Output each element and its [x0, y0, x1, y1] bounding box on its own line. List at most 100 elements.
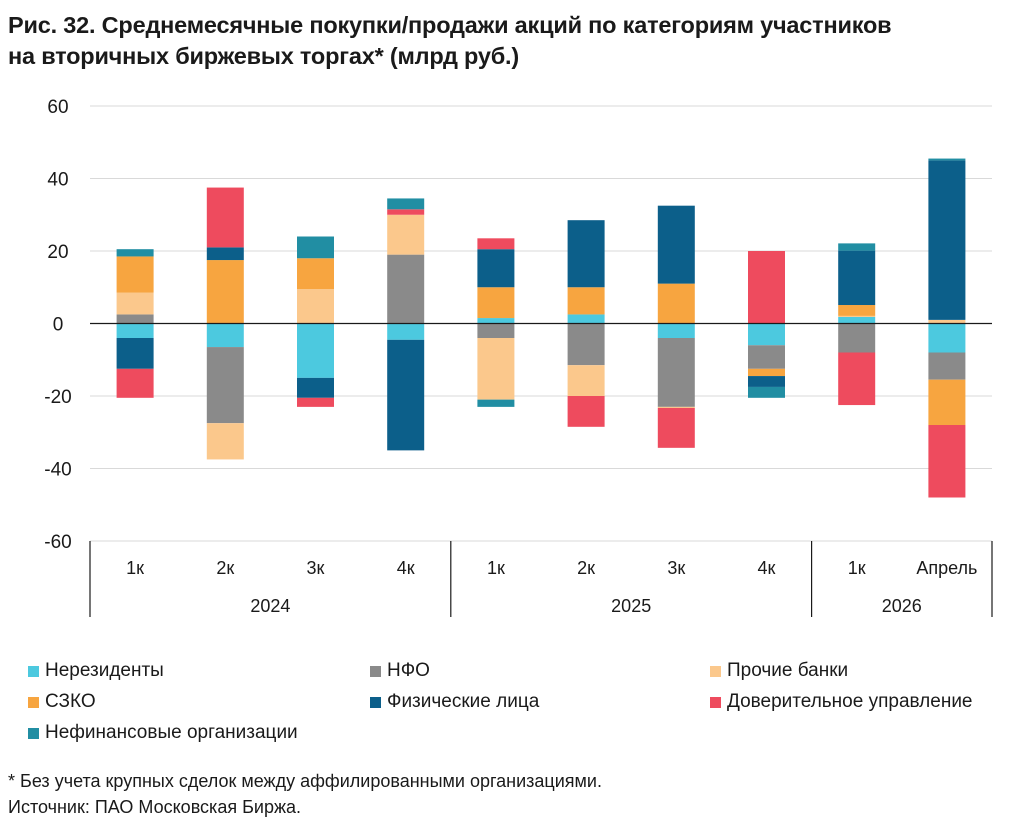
legend-label: СЗКО [45, 691, 96, 712]
bar-segment [748, 368, 785, 377]
bar-segment [657, 338, 695, 407]
bar-segment [928, 352, 966, 380]
x-group-label: 2025 [611, 596, 651, 616]
legend-item: Нефинансовые организации [28, 722, 298, 744]
legend-label: Прочие банки [727, 660, 849, 681]
bar-segment [297, 323, 334, 378]
footnote-note: * Без учета крупных сделок между аффилир… [8, 771, 602, 791]
legend-label: НФО [387, 660, 430, 681]
bar-segment [387, 198, 425, 210]
bar-segment [297, 397, 334, 407]
bar-segment [116, 314, 154, 324]
x-tick-label: 1к [848, 558, 866, 578]
x-tick-label: 1к [487, 558, 505, 578]
bar-segment [116, 368, 154, 398]
x-tick-label: 2к [577, 558, 595, 578]
bar-segment [928, 160, 966, 320]
bar-segment [387, 254, 425, 324]
y-tick-label: 40 [47, 170, 68, 191]
x-tick-label: 4к [758, 558, 776, 578]
bar-segment [838, 352, 876, 406]
bar-segment [657, 323, 695, 338]
bar-segment [928, 323, 966, 353]
x-tick-label: 2к [216, 558, 234, 578]
bar-segment [748, 345, 785, 369]
y-tick-label: -40 [44, 460, 71, 481]
bar-segment [387, 323, 425, 340]
bar-segment [928, 425, 966, 498]
chart-title: Рис. 32. Среднемесячные покупки/продажи … [8, 10, 1018, 72]
bar-segment [748, 386, 785, 398]
bar-segment [657, 283, 695, 324]
bar-segment [116, 338, 154, 369]
bar-segment [838, 250, 876, 306]
bar-segment [477, 318, 515, 324]
legend-label: Нерезиденты [45, 660, 164, 681]
x-group-label: 2026 [882, 596, 922, 616]
bar-segment [567, 365, 605, 396]
bar-segment [748, 251, 785, 324]
bar-segment [206, 423, 244, 460]
bar-segment [567, 220, 605, 288]
legend-swatch [370, 665, 381, 677]
bar-segment [297, 236, 334, 259]
bar-segment [928, 158, 966, 161]
x-tick-label: Апрель [916, 558, 977, 578]
bar-segment [387, 339, 425, 451]
title-line-1: Рис. 32. Среднемесячные покупки/продажи … [8, 12, 892, 38]
bar-segment [838, 243, 876, 251]
bar-segment [838, 323, 876, 353]
bar-segment [928, 379, 966, 425]
y-tick-label: -60 [44, 532, 71, 553]
y-tick-label: 20 [47, 242, 68, 263]
legend-item: Прочие банки [710, 660, 848, 682]
bar-segment [387, 214, 425, 255]
legend-swatch [28, 665, 39, 677]
bar-segment [748, 323, 785, 346]
bar-segment [116, 249, 154, 257]
bar-segment [657, 407, 695, 448]
bar-segment [206, 247, 244, 261]
x-tick-label: 3к [667, 558, 685, 578]
bar-segment [477, 399, 515, 407]
legend-item: НФО [370, 660, 430, 682]
bar-segment [477, 323, 515, 338]
bar-segment [477, 238, 515, 250]
bar-segment [116, 256, 154, 293]
bar-segment [477, 249, 515, 288]
bar-segment [567, 287, 605, 315]
stacked-bar-chart: 60 40 20 0 -20 -40 -60 1к 2к 3к 4к 1к 2к 3к 4к 1к Апрель… [44, 97, 993, 617]
legend-swatch [710, 665, 721, 677]
legend-swatch [710, 696, 721, 708]
bar-segment [206, 323, 244, 348]
x-tick-label: 3к [307, 558, 325, 578]
chart-legend: Нерезиденты НФО Прочие банки СЗКО Физические… [28, 660, 1018, 755]
bar-segment [206, 347, 244, 424]
legend-item: Физические лица [370, 691, 539, 713]
bar-segment [838, 316, 876, 324]
bar-segment [206, 260, 244, 324]
bar-segment [297, 377, 334, 398]
footnote-source: Источник: ПАО Московская Биржа. [8, 797, 302, 817]
bar-segment [116, 323, 154, 338]
x-tick-label: 4к [397, 558, 415, 578]
bar-segment [206, 187, 244, 248]
x-tick-label: 1к [126, 558, 144, 578]
legend-item: Доверительное управление [710, 691, 973, 713]
bar-segment [838, 315, 876, 317]
y-tick-label: 0 [53, 315, 64, 336]
bar-segment [838, 305, 876, 316]
bar-segment [477, 287, 515, 319]
y-tick-label: 60 [47, 97, 68, 118]
legend-item: Нерезиденты [28, 660, 164, 682]
title-line-2: на вторичных биржевых торгах* (млрд руб.… [8, 43, 519, 69]
legend-swatch [370, 696, 381, 708]
footnote: * Без учета крупных сделок между аффилир… [8, 768, 602, 820]
y-tick-label: -20 [44, 387, 71, 408]
legend-label: Физические лица [387, 691, 540, 712]
bar-segment [297, 258, 334, 290]
bar-segment [477, 338, 515, 400]
legend-label: Нефинансовые организации [45, 722, 298, 743]
bar-segment [657, 406, 695, 408]
bar-segment [297, 289, 334, 324]
